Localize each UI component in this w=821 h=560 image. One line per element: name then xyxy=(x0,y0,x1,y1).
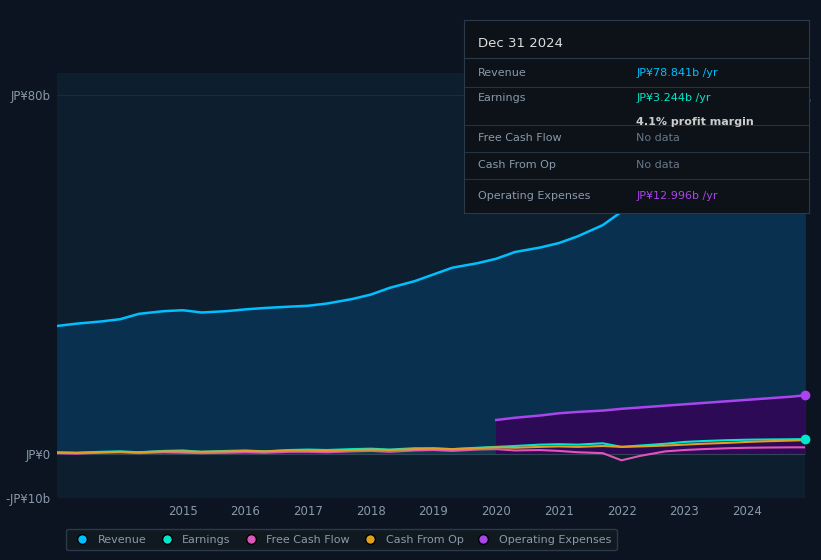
Text: No data: No data xyxy=(636,161,680,170)
Text: Dec 31 2024: Dec 31 2024 xyxy=(478,37,562,50)
Legend: Revenue, Earnings, Free Cash Flow, Cash From Op, Operating Expenses: Revenue, Earnings, Free Cash Flow, Cash … xyxy=(66,529,617,550)
Text: Free Cash Flow: Free Cash Flow xyxy=(478,133,562,143)
Text: Earnings: Earnings xyxy=(478,94,526,104)
Text: No data: No data xyxy=(636,133,680,143)
Text: JP¥78.841b /yr: JP¥78.841b /yr xyxy=(636,68,718,78)
Text: JP¥12.996b /yr: JP¥12.996b /yr xyxy=(636,191,718,201)
Text: Cash From Op: Cash From Op xyxy=(478,161,556,170)
Text: Operating Expenses: Operating Expenses xyxy=(478,191,590,201)
Text: Revenue: Revenue xyxy=(478,68,526,78)
Text: JP¥3.244b /yr: JP¥3.244b /yr xyxy=(636,94,711,104)
Text: 4.1% profit margin: 4.1% profit margin xyxy=(636,116,754,127)
